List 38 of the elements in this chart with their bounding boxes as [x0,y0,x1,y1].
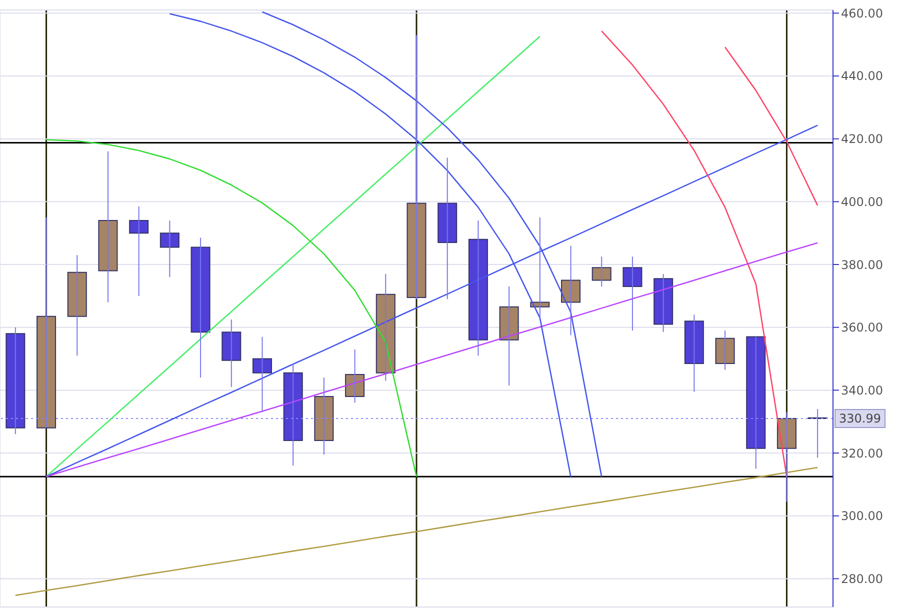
candlestick [438,157,458,300]
candlestick [283,362,303,466]
candlestick [67,254,87,356]
line-series [46,36,541,478]
candlestick [468,220,488,356]
y-tick-label: 320.00 [841,446,883,460]
line-series [46,242,818,478]
candlestick [746,336,766,470]
candlestick [654,273,674,333]
line-series [14,466,818,596]
candlestick [592,256,612,288]
candlestick [190,237,210,378]
y-tick-label: 340.00 [841,383,883,398]
candlestick [622,256,642,331]
candlestick [314,377,334,456]
line-series [600,30,788,478]
candlestick [499,286,519,386]
y-tick-label: 360.00 [841,320,883,335]
y-tick-label: 280.00 [841,572,883,586]
y-tick-label: 440.00 [841,69,883,84]
candlestick [252,336,272,413]
y-tick-label: 400.00 [841,194,883,209]
ref-line-label: 330.99 [839,412,881,426]
candlestick [160,220,180,278]
candlestick [129,206,149,296]
candlestick [98,150,118,303]
candlestick [715,330,735,370]
candlestick [684,314,704,392]
y-tick-label: 380.00 [841,258,883,272]
line-series [724,46,818,206]
y-tick-label: 460.00 [841,6,883,20]
candlestick [530,216,550,318]
y-tick-label: 300.00 [841,509,883,524]
candlestick [561,245,581,336]
line-series [46,139,418,478]
candlestick [6,326,26,435]
candlestick [222,318,242,388]
y-tick-label: 420.00 [841,132,883,146]
